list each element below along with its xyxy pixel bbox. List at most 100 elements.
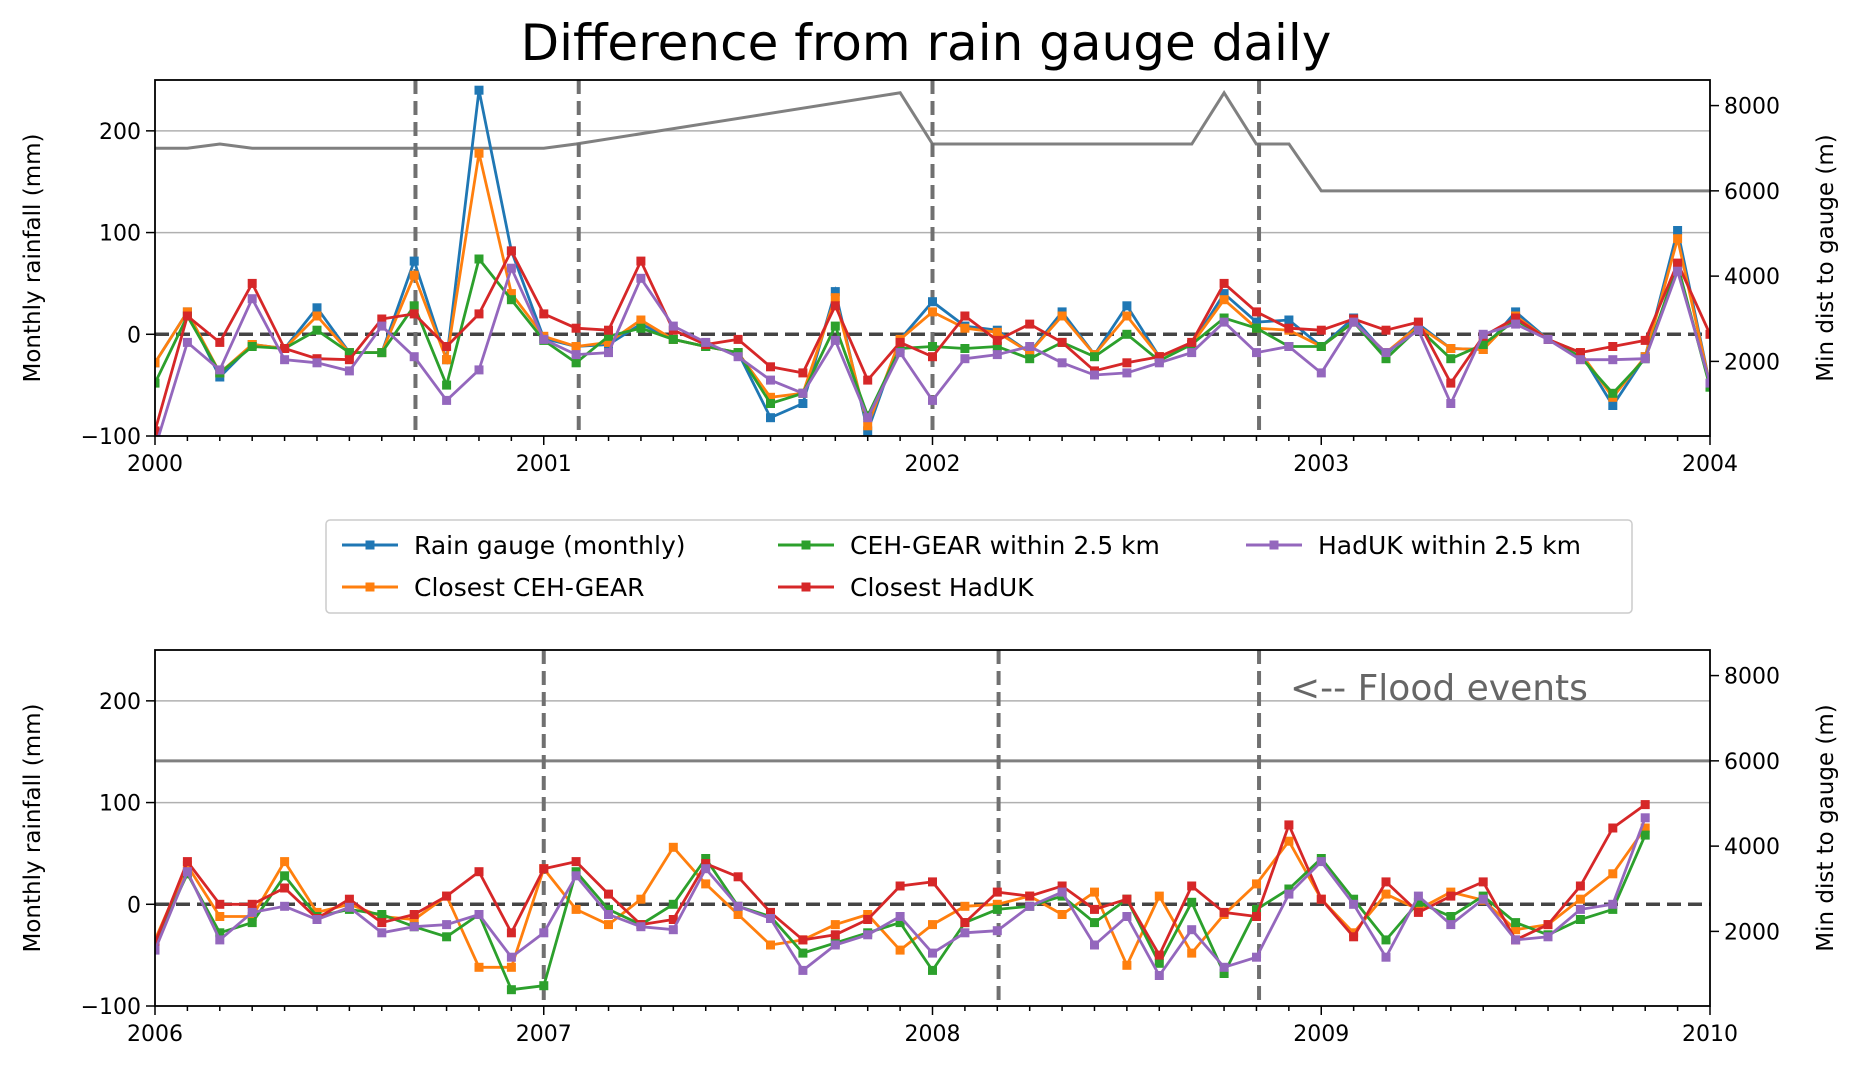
- data-point-haduk_within: [830, 335, 840, 345]
- min-dist-line: [155, 89, 1710, 193]
- data-point-closest_haduk: [733, 872, 743, 882]
- data-point-ceh_within: [1219, 969, 1229, 978]
- data-point-closest_ceh: [312, 311, 322, 321]
- data-point-closest_ceh: [1252, 879, 1261, 889]
- data-point-closest_haduk: [344, 894, 354, 904]
- data-point-ceh_within: [1090, 352, 1099, 362]
- data-point-ceh_within: [992, 342, 1002, 351]
- data-point-closest_haduk: [1608, 342, 1618, 351]
- data-point-closest_haduk: [1154, 352, 1164, 362]
- data-point-closest_ceh: [1381, 889, 1391, 899]
- data-point-haduk_within: [1154, 358, 1164, 368]
- data-point-ceh_within: [604, 904, 613, 914]
- data-point-closest_ceh: [1575, 894, 1585, 904]
- data-point-ceh_within: [571, 358, 581, 368]
- data-point-haduk_within: [928, 395, 937, 405]
- data-point-ceh_within: [636, 323, 646, 333]
- y-axis-label: Monthly rainfall (mm): [20, 704, 46, 953]
- data-point-haduk_within: [312, 358, 322, 368]
- data-point-haduk_within: [442, 920, 452, 930]
- y-tick-label: 200: [99, 120, 141, 145]
- data-point-haduk_within: [1478, 329, 1488, 339]
- data-point-closest_haduk: [571, 323, 581, 333]
- data-point-closest_haduk: [1057, 337, 1067, 347]
- legend-marker-haduk_within: [1269, 540, 1279, 550]
- data-point-closest_ceh: [863, 910, 873, 919]
- data-point-haduk_within: [182, 337, 192, 347]
- data-point-closest_ceh: [636, 315, 646, 325]
- data-point-haduk_within: [1640, 813, 1650, 823]
- data-point-haduk_within: [798, 965, 808, 975]
- data-point-ceh_within: [539, 981, 549, 991]
- data-point-haduk_within: [571, 871, 581, 881]
- data-point-ceh_within: [1608, 904, 1618, 914]
- data-point-haduk_within: [1025, 342, 1035, 351]
- data-point-ceh_within: [798, 948, 808, 958]
- data-point-haduk_within: [1413, 325, 1423, 335]
- data-point-ceh_within: [895, 918, 905, 928]
- data-point-closest_ceh: [668, 842, 678, 852]
- data-point-haduk_within: [409, 352, 419, 362]
- data-point-closest_ceh: [604, 920, 613, 930]
- data-point-haduk_within: [1284, 889, 1294, 899]
- data-point-closest_haduk: [182, 311, 192, 321]
- data-point-closest_haduk: [539, 864, 549, 874]
- data-point-haduk_within: [1446, 920, 1456, 930]
- x-tick-label: 2007: [516, 1022, 572, 1047]
- y-tick-label: 0: [127, 893, 141, 918]
- x-tick-label: 2009: [1293, 1022, 1349, 1047]
- data-point-haduk_within: [344, 366, 354, 376]
- data-point-closest_ceh: [928, 920, 937, 930]
- data-point-closest_haduk: [766, 362, 775, 372]
- data-point-closest_haduk: [1122, 894, 1132, 904]
- data-point-closest_haduk: [701, 859, 711, 869]
- legend-label-closest_ceh: Closest CEH-GEAR: [414, 573, 645, 602]
- legend-marker-closest_haduk: [801, 582, 811, 592]
- data-point-ceh_within: [1154, 958, 1164, 968]
- data-point-haduk_within: [1640, 354, 1650, 364]
- chart-panel-bottom: 2006 2007 2008 2009 2010 −100 0 100 200 2000 4000 6…: [20, 649, 1839, 1047]
- data-point-closest_haduk: [1349, 932, 1359, 942]
- data-point-ceh_within: [155, 378, 160, 388]
- data-point-closest_haduk: [1640, 335, 1650, 345]
- data-point-closest_haduk: [1187, 881, 1197, 891]
- data-point-closest_haduk: [506, 246, 516, 256]
- data-point-closest_haduk: [182, 857, 192, 867]
- y2-tick-label: 8000: [1724, 95, 1780, 120]
- data-point-rain_gauge: [1673, 226, 1683, 235]
- data-point-ceh_within: [1608, 388, 1618, 398]
- data-point-haduk_within: [766, 914, 775, 923]
- data-point-haduk_within: [701, 337, 711, 347]
- data-point-closest_ceh: [280, 857, 290, 867]
- data-point-closest_ceh: [1608, 869, 1618, 879]
- data-point-closest_ceh: [571, 904, 581, 914]
- data-point-haduk_within: [1187, 925, 1197, 935]
- data-point-haduk_within: [539, 334, 549, 344]
- data-point-closest_haduk: [474, 867, 484, 877]
- data-point-haduk_within: [1543, 932, 1553, 942]
- legend-marker-closest_ceh: [365, 582, 375, 592]
- legend-label-ceh_within: CEH-GEAR within 2.5 km: [850, 531, 1160, 560]
- data-point-rain_gauge: [312, 303, 322, 313]
- y-tick-label: 100: [99, 792, 141, 817]
- data-point-closest_haduk: [1219, 278, 1229, 288]
- data-point-closest_haduk: [1057, 881, 1067, 891]
- data-point-ceh_within: [701, 854, 711, 863]
- y-tick-label: 0: [127, 323, 141, 348]
- data-point-closest_ceh: [733, 910, 743, 919]
- data-point-ceh_within: [1284, 884, 1294, 894]
- data-point-haduk_within: [1608, 355, 1618, 365]
- data-point-closest_haduk: [798, 368, 808, 378]
- data-point-rain_gauge: [1284, 315, 1294, 325]
- data-point-ceh_within: [1122, 329, 1132, 339]
- legend-marker-rain_gauge: [365, 540, 375, 550]
- data-point-haduk_within: [280, 355, 290, 365]
- data-point-ceh_within: [1478, 340, 1488, 349]
- data-point-rain_gauge: [1219, 289, 1229, 299]
- y2-tick-label: 6000: [1724, 750, 1780, 775]
- data-point-closest_ceh: [1673, 234, 1683, 244]
- data-point-haduk_within: [442, 395, 452, 405]
- data-point-haduk_within: [701, 864, 711, 874]
- x-tick-label: 2003: [1293, 452, 1349, 477]
- data-point-closest_haduk: [571, 857, 581, 867]
